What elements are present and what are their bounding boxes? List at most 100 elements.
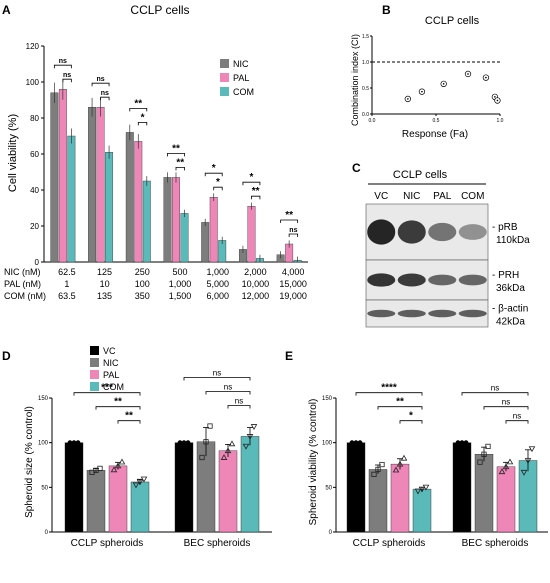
a-bar-pal — [247, 205, 256, 263]
a-bar-pal — [96, 106, 105, 263]
d-sig-label: ns — [224, 382, 232, 391]
e-group-label: BEC spheroids — [462, 538, 529, 549]
panel-d-ylabel: Spheroid size (% control) — [24, 406, 35, 518]
d-group-label: BEC spheroids — [184, 538, 251, 549]
e-sig-label: **** — [381, 383, 397, 394]
a-legend-swatch-nic — [220, 59, 229, 68]
d-bar-com — [240, 436, 260, 533]
e-replicate-point — [414, 488, 422, 495]
a-bar-com — [105, 151, 114, 263]
e-replicate-point — [506, 458, 514, 465]
e-replicate-point — [422, 484, 430, 491]
d-comparison-bracket — [95, 406, 141, 410]
b-xtick-label: 0.0 — [369, 118, 376, 124]
a-sig-label: ** — [176, 157, 184, 168]
e-replicate-point — [481, 451, 487, 457]
b-point-center — [467, 73, 469, 75]
d-bar-vc — [174, 442, 194, 533]
d-ytick-label: 50 — [41, 485, 48, 491]
a-bar-nic — [163, 177, 172, 263]
a-dose-value: 6,000 — [206, 291, 229, 301]
a-dose-value: 10,000 — [242, 279, 270, 289]
e-replicate-point — [379, 461, 385, 468]
panel-b-ylabel: Combination index (CI) — [350, 34, 360, 126]
c-band — [397, 273, 426, 287]
a-bar-pal — [134, 141, 143, 263]
a-dose-value: 62.5 — [58, 267, 76, 277]
a-legend-label: NIC — [233, 59, 249, 69]
e-comparison-bracket — [461, 392, 529, 396]
c-band-size: 36kDa — [496, 283, 525, 294]
d-comparison-bracket — [73, 392, 141, 396]
d-replicate-point — [110, 466, 118, 473]
a-dose-value: 1,000 — [206, 267, 229, 277]
b-ytick-label: 1.0 — [362, 60, 369, 66]
b-ytick-label: 0.0 — [362, 112, 369, 118]
e-bar-com — [412, 488, 432, 533]
e-replicate-point — [371, 471, 377, 477]
c-band — [428, 309, 457, 318]
a-sig-label: * — [141, 112, 145, 123]
e-comparison-bracket — [505, 420, 529, 424]
a-sig-label: ** — [285, 210, 293, 221]
a-legend-swatch-pal — [220, 73, 229, 82]
a-dose-value: 5,000 — [206, 279, 229, 289]
c-band-label: - PRH — [492, 270, 519, 281]
a-legend-swatch-com — [220, 87, 229, 96]
panel-a-title: CCLP cells — [130, 3, 189, 17]
d-legend-swatch-pal — [90, 370, 99, 379]
a-sig-label: ** — [252, 186, 260, 197]
d-sig-label: ns — [213, 368, 221, 377]
e-replicate-point — [400, 454, 408, 461]
a-ytick-label: 120 — [26, 42, 40, 51]
a-ytick-label: 100 — [26, 78, 40, 87]
d-replicate-point — [114, 462, 122, 469]
b-point-center — [407, 98, 409, 100]
a-sig-label: * — [216, 177, 220, 188]
a-bar-com — [142, 180, 151, 263]
a-dose-value: 350 — [135, 291, 150, 301]
d-comparison-bracket — [205, 391, 251, 395]
d-replicate-point — [220, 454, 228, 460]
d-bar-vc — [64, 442, 84, 533]
a-dose-value: 250 — [135, 267, 150, 277]
d-sig-label: *** — [101, 383, 113, 394]
e-bar-pal — [496, 466, 516, 533]
a-bar-nic — [88, 106, 97, 263]
a-bracket-nic-com — [204, 172, 223, 177]
panel-c-letter: C — [352, 161, 361, 175]
a-bar-nic — [125, 132, 134, 263]
a-dose-value: 10 — [100, 279, 110, 289]
e-ytick-label: 0 — [329, 530, 333, 536]
d-bar-pal — [218, 450, 238, 533]
d-replicate-point — [250, 424, 258, 430]
a-bracket-pal-com — [62, 78, 72, 83]
a-bracket-nic-com — [53, 64, 72, 69]
e-replicate-point — [477, 459, 483, 465]
e-replicate-point — [463, 440, 469, 446]
b-point-center — [496, 99, 499, 102]
c-lane-label: VC — [374, 191, 388, 202]
e-ytick-label: 100 — [322, 441, 333, 447]
d-replicate-point — [118, 458, 126, 465]
e-replicate-point — [392, 466, 400, 473]
e-replicate-point — [418, 486, 426, 493]
a-ytick-label: 80 — [30, 114, 39, 123]
b-point-center — [494, 96, 496, 98]
panel-b-xlabel: Response (Fa) — [402, 129, 468, 140]
d-comparison-bracket — [117, 420, 141, 424]
a-bracket-pal-com — [288, 233, 299, 237]
d-replicate-point — [71, 440, 77, 446]
panel-a-letter: A — [2, 3, 11, 17]
d-legend-swatch-nic — [90, 358, 99, 367]
a-bar-pal — [58, 88, 67, 263]
a-bar-pal — [209, 196, 218, 263]
e-replicate-point — [455, 440, 461, 446]
d-replicate-point — [242, 443, 250, 450]
d-replicate-point — [228, 440, 236, 447]
c-lane-label: NIC — [403, 191, 420, 202]
a-legend-label: PAL — [233, 73, 249, 83]
a-bracket-pal-com — [251, 195, 261, 200]
e-replicate-point — [520, 469, 528, 476]
